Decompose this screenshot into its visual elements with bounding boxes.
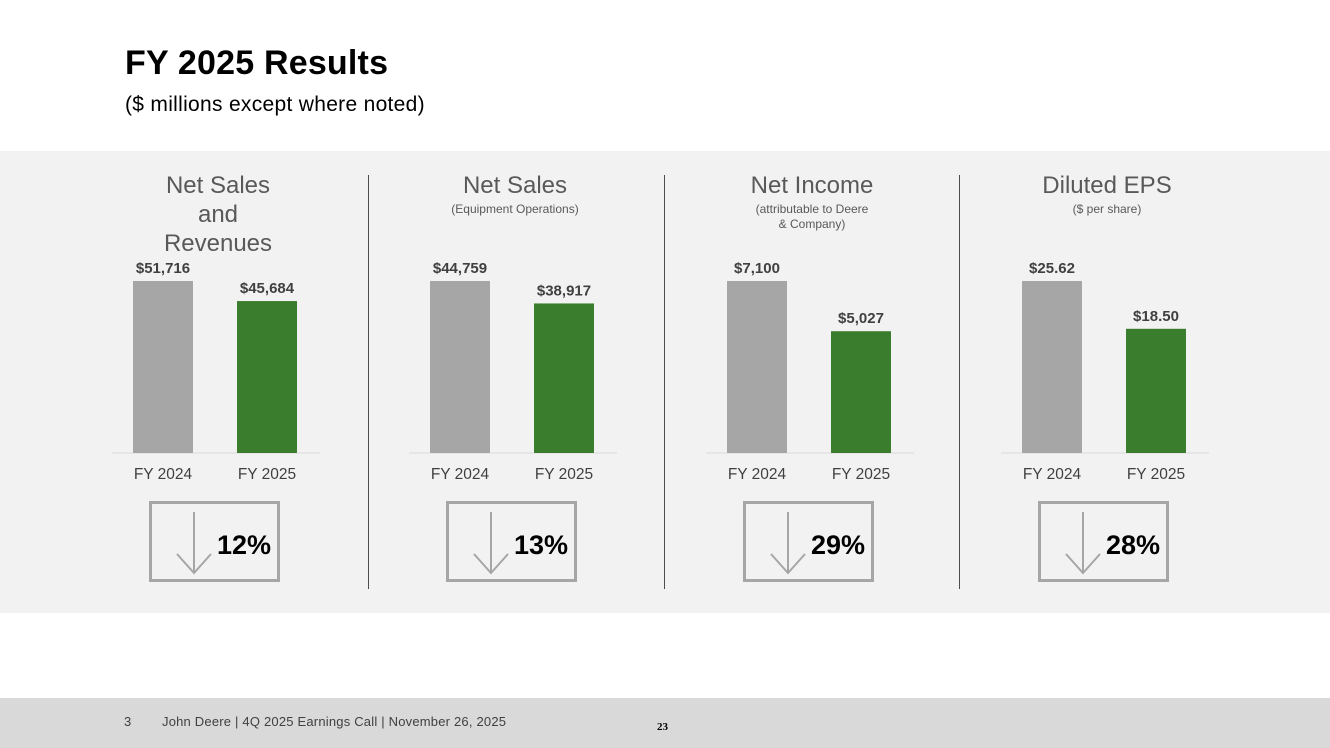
change-percent: 12% xyxy=(217,530,272,560)
data-label: $38,917 xyxy=(537,282,591,299)
results-band xyxy=(0,151,1330,613)
category-label: FY 2025 xyxy=(832,466,890,483)
arrow-down-icon xyxy=(1065,512,1101,575)
change-box: 13% xyxy=(446,501,577,582)
bar-fy-2025 xyxy=(534,303,594,453)
data-label: $45,684 xyxy=(240,280,295,297)
chart-title: Net Sales and Revenues xyxy=(163,172,273,257)
category-label: FY 2024 xyxy=(431,466,490,483)
bar-chart: $7,100 FY 2024 $5,027 FY 2025 xyxy=(706,260,914,483)
bar-chart: $25.62 FY 2024 $18.50 FY 2025 xyxy=(1001,260,1209,483)
chart-note: ($ per share) xyxy=(1072,202,1142,216)
chart-net-sales-revenues: Net Sales and Revenues $51,716 FY 2024 $45… xyxy=(108,151,328,613)
chart-note: (Equipment Operations) xyxy=(451,202,579,216)
divider xyxy=(959,175,960,589)
arrow-down-icon xyxy=(770,512,806,575)
data-label: $7,100 xyxy=(734,260,780,277)
divider xyxy=(664,175,665,589)
category-label: FY 2024 xyxy=(728,466,787,483)
bar-fy-2024 xyxy=(133,281,193,453)
chart-net-sales-equipment: Net Sales (Equipment Operations) $44,759… xyxy=(405,151,625,613)
category-label: FY 2025 xyxy=(238,466,296,483)
category-label: FY 2025 xyxy=(535,466,593,483)
chart-note: (attributable to Deere & Company) xyxy=(755,202,869,231)
arrow-down-icon xyxy=(473,512,509,575)
page-title: FY 2025 Results xyxy=(125,44,389,82)
chart-title: Net Income xyxy=(750,172,874,199)
chart-title: Diluted EPS xyxy=(1042,172,1172,199)
category-label: FY 2024 xyxy=(1023,466,1082,483)
change-percent: 28% xyxy=(1106,530,1161,560)
data-label: $5,027 xyxy=(838,310,884,327)
divider xyxy=(368,175,369,589)
bar-fy-2024 xyxy=(1022,281,1082,453)
change-percent: 29% xyxy=(811,530,866,560)
footer-text: John Deere | 4Q 2025 Earnings Call | Nov… xyxy=(162,714,507,729)
category-label: FY 2025 xyxy=(1127,466,1185,483)
chart-net-income: Net Income (attributable to Deere & Comp… xyxy=(702,151,922,613)
footer: 3 John Deere | 4Q 2025 Earnings Call | N… xyxy=(0,698,1330,748)
category-label: FY 2024 xyxy=(134,466,193,483)
change-box: 28% xyxy=(1038,501,1169,582)
slide-number: 3 xyxy=(124,714,132,729)
page-subtitle: ($ millions except where noted) xyxy=(125,93,425,116)
data-label: $25.62 xyxy=(1029,260,1075,277)
change-box: 12% xyxy=(149,501,280,582)
bar-fy-2025 xyxy=(237,301,297,453)
change-percent: 13% xyxy=(514,530,569,560)
page-number: 23 xyxy=(657,721,668,733)
change-box: 29% xyxy=(743,501,874,582)
bar-chart: $44,759 FY 2024 $38,917 FY 2025 xyxy=(409,260,617,483)
bar-chart: $51,716 FY 2024 $45,684 FY 2025 xyxy=(112,260,320,483)
data-label: $51,716 xyxy=(136,260,190,277)
chart-diluted-eps: Diluted EPS ($ per share) $25.62 FY 2024 $… xyxy=(997,151,1217,613)
data-label: $44,759 xyxy=(433,260,487,277)
bar-fy-2024 xyxy=(430,281,490,453)
bar-fy-2024 xyxy=(727,281,787,453)
bar-fy-2025 xyxy=(831,331,891,453)
data-label: $18.50 xyxy=(1133,308,1179,325)
chart-title: Net Sales xyxy=(462,172,568,199)
arrow-down-icon xyxy=(176,512,212,575)
bar-fy-2025 xyxy=(1126,328,1186,453)
